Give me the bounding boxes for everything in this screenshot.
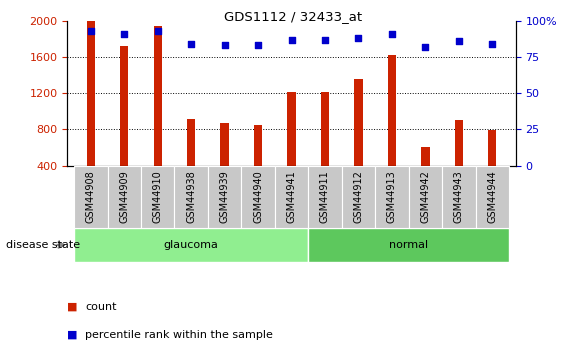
Text: GSM44944: GSM44944: [488, 170, 498, 223]
Text: GSM44910: GSM44910: [153, 170, 163, 223]
Bar: [321, 92, 329, 166]
Point: [153, 28, 162, 33]
Point: [186, 41, 196, 47]
FancyBboxPatch shape: [74, 228, 308, 262]
Text: ■: ■: [67, 302, 78, 312]
Text: count: count: [85, 302, 117, 312]
Text: GSM44909: GSM44909: [120, 170, 130, 223]
Text: GSM44940: GSM44940: [253, 170, 263, 223]
Text: GSM44943: GSM44943: [454, 170, 464, 223]
Text: GSM44942: GSM44942: [420, 170, 430, 224]
Point: [220, 42, 229, 48]
Bar: [87, 21, 95, 166]
Bar: [254, 125, 263, 166]
Text: disease state: disease state: [6, 240, 80, 250]
Bar: [287, 92, 296, 166]
Bar: [455, 120, 463, 166]
FancyBboxPatch shape: [408, 166, 442, 228]
Text: GSM44911: GSM44911: [320, 170, 330, 223]
Text: GSM44912: GSM44912: [353, 170, 363, 224]
FancyBboxPatch shape: [475, 166, 509, 228]
FancyBboxPatch shape: [375, 166, 408, 228]
Text: GSM44939: GSM44939: [220, 170, 230, 223]
Bar: [355, 79, 363, 166]
FancyBboxPatch shape: [275, 166, 308, 228]
FancyBboxPatch shape: [175, 166, 208, 228]
Text: GSM44913: GSM44913: [387, 170, 397, 223]
Point: [86, 28, 96, 33]
Bar: [388, 55, 396, 166]
Point: [488, 41, 497, 47]
Bar: [421, 147, 430, 166]
Point: [253, 42, 263, 48]
Point: [321, 37, 330, 42]
Text: GDS1112 / 32433_at: GDS1112 / 32433_at: [224, 10, 362, 23]
FancyBboxPatch shape: [442, 166, 475, 228]
FancyBboxPatch shape: [241, 166, 275, 228]
Text: GSM44938: GSM44938: [186, 170, 196, 223]
Text: normal: normal: [389, 240, 428, 250]
FancyBboxPatch shape: [342, 166, 375, 228]
Point: [354, 35, 363, 41]
Text: ■: ■: [67, 330, 78, 339]
Point: [120, 31, 129, 37]
Text: GSM44908: GSM44908: [86, 170, 96, 223]
Text: percentile rank within the sample: percentile rank within the sample: [85, 330, 273, 339]
Point: [287, 37, 297, 42]
Point: [421, 44, 430, 50]
Text: glaucoma: glaucoma: [163, 240, 219, 250]
FancyBboxPatch shape: [74, 166, 108, 228]
Bar: [187, 119, 195, 166]
Bar: [220, 123, 229, 166]
Bar: [488, 130, 496, 166]
FancyBboxPatch shape: [108, 166, 141, 228]
Bar: [154, 26, 162, 166]
FancyBboxPatch shape: [308, 166, 342, 228]
FancyBboxPatch shape: [141, 166, 175, 228]
Bar: [120, 46, 128, 166]
Text: GSM44941: GSM44941: [287, 170, 297, 223]
FancyBboxPatch shape: [208, 166, 241, 228]
Point: [387, 31, 397, 37]
Point: [454, 38, 464, 44]
FancyBboxPatch shape: [308, 228, 509, 262]
